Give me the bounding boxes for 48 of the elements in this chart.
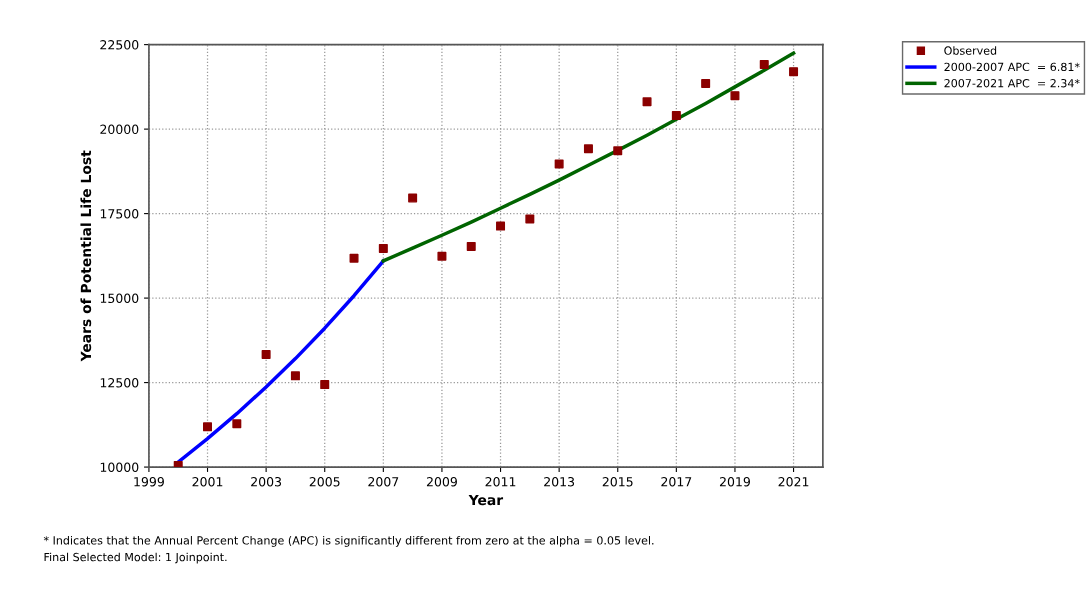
point [496,221,506,231]
y-axis-title: Years of Potential Life Lost [80,150,92,362]
point [613,146,623,156]
legend-label: 2000-2007 APC = 6.81* [944,62,1080,72]
point [232,419,242,429]
x-tick-label: 2009 [426,477,457,487]
y-tick-label: 22500 [100,40,139,50]
legend-label: 2007-2021 APC = 2.34* [944,78,1080,88]
point [554,159,564,169]
x-tick-label: 2001 [192,477,223,487]
x-tick-label: 2007 [368,477,399,487]
point [408,193,418,203]
y-tick-label: 20000 [100,124,139,135]
point [730,91,740,101]
x-tick-label: 2015 [602,477,633,487]
x-axis-title: Year [468,494,504,506]
x-tick-label: 2011 [485,477,516,487]
point [583,144,593,154]
x-tick-label: 2003 [251,477,282,487]
point [261,350,271,360]
point [173,460,183,468]
point [320,380,330,390]
y-tick-label: 10000 [100,462,139,472]
x-tick-label: 2013 [544,477,575,487]
point [701,78,711,88]
point [378,243,388,253]
point [759,60,769,70]
x-tick-label: 2019 [719,477,750,487]
y-tick-label: 12500 [100,378,139,388]
point [349,253,359,263]
legend-label: Observed [944,46,997,55]
text: Final Selected Model: 1 Joinpoint. [44,552,227,564]
point [437,251,447,261]
point [789,67,799,77]
y-tick-label: 15000 [100,293,139,304]
y-tick-label: 17500 [100,209,139,219]
x-tick-label: 1999 [134,477,164,487]
x-tick-label: 2005 [309,477,340,487]
point [203,422,213,432]
point [671,111,681,121]
point [525,214,535,224]
text: * Indicates that the Annual Percent Change (APC) is significantly different from zero at the alpha = 0.05 level. [43,535,654,547]
line-series [381,51,796,263]
point [642,97,652,107]
x-tick-label: 2021 [778,477,809,487]
point [466,241,476,251]
x-tick-label: 2017 [661,477,692,487]
point [290,371,300,381]
